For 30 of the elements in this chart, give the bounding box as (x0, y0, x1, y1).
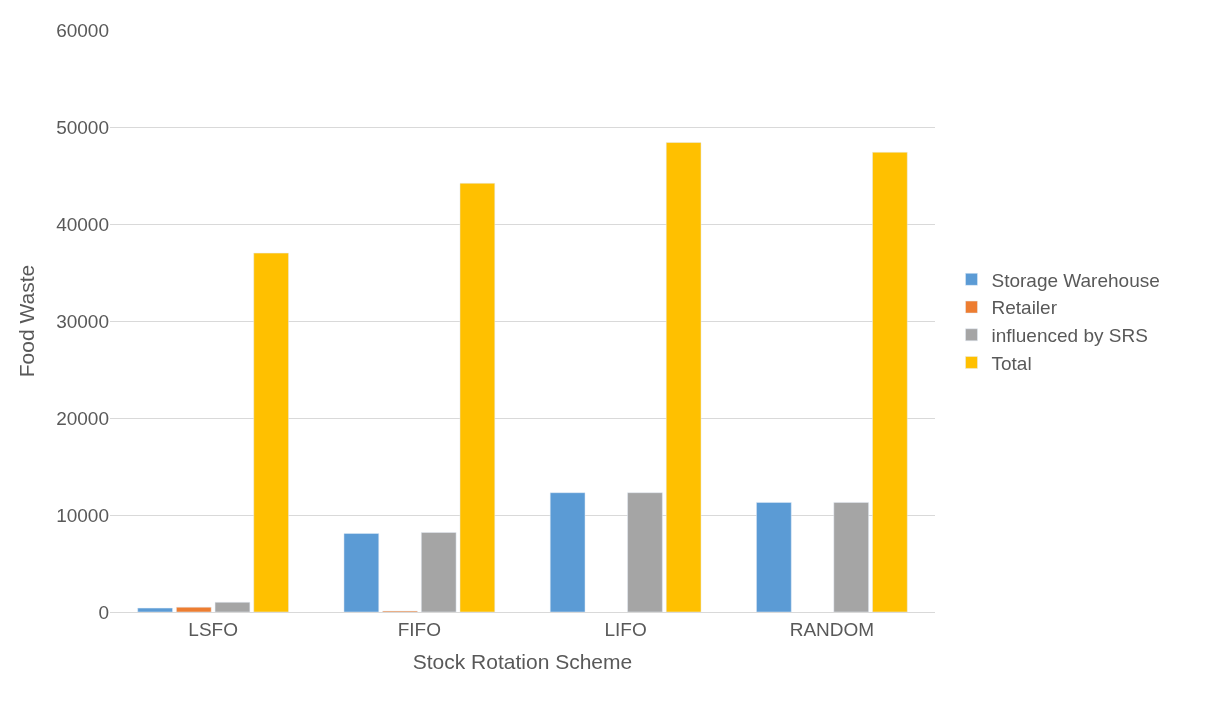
bar (459, 183, 496, 612)
x-axis-title: Stock Rotation Scheme (412, 650, 633, 673)
x-tick-label: RANDOM (789, 618, 875, 640)
legend-label: Total (991, 352, 1032, 374)
legend-label: Retailer (991, 297, 1058, 319)
x-tick-label: LIFO (604, 618, 647, 640)
bar (549, 492, 586, 612)
legend-label: Storage Warehouse (991, 269, 1160, 291)
y-tick-label: 0 (98, 601, 109, 623)
bar (421, 532, 457, 612)
y-tick-label: 50000 (56, 116, 109, 138)
bar (872, 151, 908, 612)
y-axis-title: Food Waste (15, 264, 39, 378)
bar (627, 492, 663, 612)
bar (833, 502, 869, 612)
y-tick-label: 40000 (56, 213, 109, 235)
y-tick-label: 60000 (56, 19, 109, 41)
y-tick-label: 10000 (56, 504, 109, 526)
bar (756, 502, 792, 612)
legend-label: influenced by SRS (991, 325, 1148, 347)
x-tick-label: FIFO (397, 618, 442, 640)
y-tick-label: 30000 (56, 310, 109, 332)
bar (343, 533, 380, 612)
bar (137, 607, 173, 612)
x-tick-label: LSFO (188, 618, 238, 640)
y-tick-label: 20000 (56, 407, 109, 429)
bar (253, 252, 289, 612)
bar (665, 142, 702, 612)
bar (176, 606, 212, 612)
bar (214, 602, 251, 612)
